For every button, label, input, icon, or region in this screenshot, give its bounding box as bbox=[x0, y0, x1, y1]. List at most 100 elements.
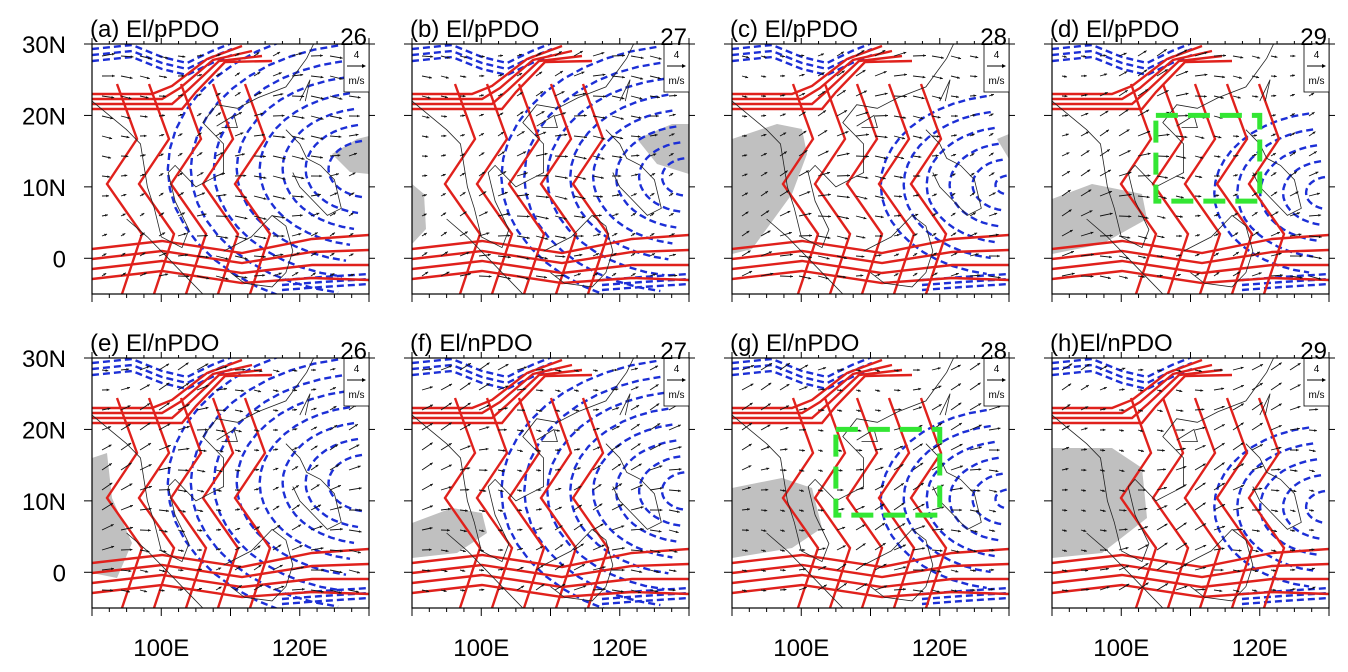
wind-arrowhead bbox=[244, 216, 248, 220]
negative-contour bbox=[412, 367, 553, 391]
positive-contour bbox=[1052, 269, 1329, 285]
wind-arrowhead bbox=[1240, 385, 1244, 388]
wind-arrowhead bbox=[123, 193, 127, 197]
wind-arrowhead bbox=[1184, 135, 1188, 139]
wind-arrowhead bbox=[338, 591, 342, 594]
wind-arrowhead bbox=[256, 507, 260, 510]
wind-arrowhead bbox=[747, 508, 750, 511]
wind-arrowhead bbox=[467, 382, 471, 386]
wind-arrowhead bbox=[900, 176, 903, 179]
wind-arrowhead bbox=[545, 237, 549, 240]
wind-arrowhead bbox=[282, 197, 286, 200]
wind-arrowhead bbox=[282, 216, 286, 219]
wind-arrowhead bbox=[1297, 406, 1301, 409]
wind-arrowhead bbox=[1109, 212, 1113, 216]
wind-arrowhead bbox=[1312, 131, 1316, 135]
x-tick-label: 100E bbox=[133, 635, 189, 662]
wind-arrowhead bbox=[1312, 449, 1316, 453]
wind-arrowhead bbox=[842, 526, 846, 530]
wind-arrowhead bbox=[237, 527, 241, 531]
wind-arrowhead bbox=[676, 510, 680, 513]
wind-arrowhead bbox=[429, 404, 433, 408]
wind-arrowhead bbox=[992, 529, 996, 532]
wind-arrowhead bbox=[350, 233, 354, 236]
wind-arrowhead bbox=[1292, 509, 1296, 512]
wind-arrowhead bbox=[448, 443, 452, 446]
wind-arrowhead bbox=[507, 234, 511, 237]
wind-arrowhead bbox=[800, 489, 804, 492]
panel-title: (e) El/nPDO bbox=[90, 330, 219, 357]
wind-arrowhead bbox=[519, 92, 523, 95]
wind-arrowhead bbox=[1109, 255, 1112, 259]
wind-arrowhead bbox=[147, 422, 151, 426]
wind-arrowhead bbox=[257, 72, 261, 75]
wind-arrowhead bbox=[1164, 505, 1168, 508]
wind-arrowhead bbox=[444, 115, 447, 118]
wind-arrowhead bbox=[218, 508, 222, 512]
wind-arrowhead bbox=[520, 429, 524, 432]
wind-arrowhead bbox=[443, 134, 447, 138]
negative-contour bbox=[1052, 44, 1193, 65]
wind-arrowhead bbox=[538, 508, 542, 511]
wind-arrowhead bbox=[294, 447, 298, 450]
negative-contour bbox=[902, 110, 991, 260]
coastline bbox=[925, 443, 982, 530]
wind-arrowhead bbox=[633, 193, 637, 196]
wind-arrowhead bbox=[884, 135, 888, 139]
positive-contour bbox=[233, 83, 272, 294]
wind-arrowhead bbox=[614, 233, 618, 236]
wind-arrowhead bbox=[296, 252, 300, 255]
y-tick-label: 30N bbox=[22, 32, 66, 59]
coastline bbox=[766, 218, 844, 294]
wind-arrowhead bbox=[1066, 425, 1070, 429]
wind-arrowhead bbox=[788, 231, 792, 235]
wind-arrowhead bbox=[1124, 71, 1128, 74]
wind-arrowhead bbox=[782, 74, 785, 78]
wind-arrowhead bbox=[301, 157, 305, 160]
negative-contour bbox=[637, 141, 681, 213]
positive-contour bbox=[92, 59, 273, 111]
positive-contour bbox=[1052, 54, 1223, 106]
wind-arrowhead bbox=[639, 570, 643, 573]
wind-arrowhead bbox=[640, 549, 644, 553]
wind-vectors bbox=[1061, 48, 1322, 280]
wind-arrowhead bbox=[200, 509, 204, 513]
wind-arrowhead bbox=[903, 116, 907, 119]
wind-arrowhead bbox=[1107, 169, 1111, 173]
wind-arrowhead bbox=[1277, 468, 1281, 471]
wind-arrowhead bbox=[744, 134, 747, 138]
wind-arrowhead bbox=[1292, 54, 1296, 58]
wind-arrowhead bbox=[1202, 445, 1206, 448]
positive-contour bbox=[412, 358, 563, 410]
wind-arrowhead bbox=[108, 463, 112, 466]
wind-arrowhead bbox=[1318, 277, 1322, 280]
wind-arrowhead bbox=[1144, 69, 1148, 73]
wind-arrowhead bbox=[861, 487, 864, 490]
wind-arrowhead bbox=[1083, 529, 1087, 532]
wind-arrowhead bbox=[167, 488, 171, 491]
wind-arrowhead bbox=[825, 276, 829, 280]
wind-arrowhead bbox=[358, 487, 362, 490]
wind-arrowhead bbox=[1145, 216, 1149, 219]
wind-arrowhead bbox=[1184, 585, 1188, 589]
wind-arrowhead bbox=[782, 94, 786, 97]
wind-arrowhead bbox=[218, 489, 222, 492]
wind-arrowhead bbox=[110, 589, 114, 592]
wind-arrowhead bbox=[803, 587, 807, 590]
wind-arrowhead bbox=[1218, 135, 1222, 139]
wind-arrowhead bbox=[1183, 503, 1187, 506]
map-area bbox=[412, 358, 689, 608]
wind-arrowhead bbox=[332, 387, 336, 390]
wind-arrowhead bbox=[538, 429, 542, 432]
wind-arrowhead bbox=[448, 422, 452, 426]
wind-arrowhead bbox=[166, 382, 170, 386]
wind-arrowhead bbox=[1278, 446, 1282, 450]
wind-arrowhead bbox=[146, 76, 150, 80]
wind-arrowhead bbox=[579, 523, 583, 527]
wind-arrowhead bbox=[425, 154, 428, 158]
wind-arrowhead bbox=[294, 428, 298, 431]
wind-arrowhead bbox=[1145, 563, 1149, 566]
wind-arrowhead bbox=[1065, 467, 1069, 471]
wind-arrowhead bbox=[654, 133, 658, 137]
wind-arrowhead bbox=[842, 90, 846, 93]
